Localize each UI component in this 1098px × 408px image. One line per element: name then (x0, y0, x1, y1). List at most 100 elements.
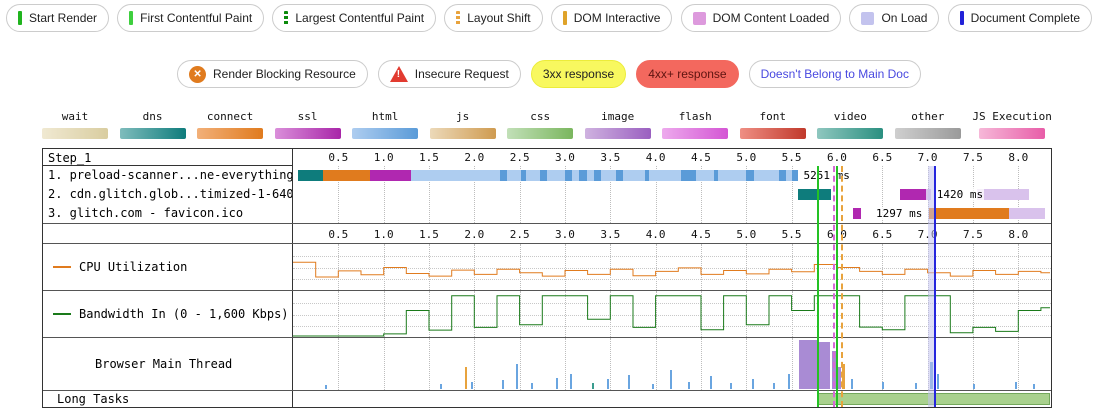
request-segment-html_dark[interactable] (539, 170, 547, 181)
request-label[interactable]: 2. cdn.glitch.glob...timized-1-640w.jpg (48, 187, 292, 201)
resource-color-bar (662, 128, 729, 139)
request-waterfall-area: 5251 ms 1420 ms 1297 ms (293, 166, 1051, 223)
legend-layout-shift: Layout Shift (444, 4, 543, 32)
resource-type-label: image (601, 110, 635, 123)
legend-4xx-response: 4xx+ response (636, 60, 739, 88)
main-thread-activity-bar (836, 367, 841, 389)
gridline-vertical (655, 244, 657, 290)
request-segment-connect[interactable] (322, 170, 371, 181)
long-tasks-label: Long Tasks (57, 392, 130, 406)
main-thread-activity-bar (324, 385, 327, 389)
legend-label: Largest Contentful Paint (295, 11, 425, 25)
gridline-horizontal (293, 255, 1051, 257)
request-row[interactable]: 1420 ms (293, 185, 1051, 204)
request-segment-image_light[interactable] (1009, 208, 1046, 219)
resource-type-label: connect (206, 110, 254, 123)
request-segment-html_dark[interactable] (593, 170, 602, 181)
legend-dom-interactive: DOM Interactive (550, 4, 673, 32)
request-label[interactable]: 3. glitch.com - favicon.ico (48, 206, 244, 220)
time-tick-label: 5.0 (736, 151, 757, 164)
request-segment-image_light[interactable] (977, 189, 1030, 200)
resource-type-other: other (894, 110, 961, 139)
gridline-vertical (746, 166, 748, 223)
resource-type-js-execution: JS Execution (972, 110, 1052, 139)
cpu-utilization-label: CPU Utilization (79, 260, 188, 274)
cpu-line-sample-icon (53, 266, 71, 268)
time-tick-label: 7.5 (963, 228, 983, 241)
main-thread-activity-bar (831, 351, 837, 389)
time-tick-label: 5.0 (736, 228, 757, 241)
request-segment-image_light[interactable] (925, 189, 932, 200)
flags-legend: ✕ Render Blocking Resource! Insecure Reque… (0, 60, 1098, 88)
gridline-vertical (474, 166, 476, 223)
bandwidth-in-label: Bandwidth In (0 - 1,600 Kbps) (79, 307, 289, 321)
main-thread-activity-bar (798, 340, 817, 389)
legend-label: Doesn't Belong to Main Doc (760, 67, 909, 81)
request-segment-html_dark[interactable] (791, 170, 798, 181)
gridline-horizontal (293, 302, 1051, 304)
gridline-vertical (746, 244, 748, 290)
gridline-vertical (655, 166, 657, 223)
solid-bar-icon (129, 11, 134, 25)
resource-type-html: html (352, 110, 419, 139)
request-segment-connect[interactable] (929, 208, 1010, 219)
request-segment-html_dark[interactable] (681, 170, 696, 181)
request-segment-html_dark[interactable] (615, 170, 623, 181)
main-thread-activity-bar (710, 376, 713, 389)
time-tick-label: 2.5 (509, 151, 530, 164)
time-tick-label: 6.5 (872, 228, 893, 241)
time-tick-label: 0.5 (328, 151, 349, 164)
main-thread-activity-bar (470, 382, 473, 389)
request-segment-dns[interactable] (797, 189, 831, 200)
request-segment-html_dark[interactable] (564, 170, 573, 181)
gridline-vertical (474, 291, 476, 337)
main-thread-activity-bar (688, 382, 691, 389)
resource-color-bar (584, 128, 651, 139)
time-tick-label: 7.0 (917, 151, 938, 164)
time-tick-label: 3.0 (555, 151, 575, 164)
gridline-vertical (882, 244, 884, 290)
request-segment-ssl[interactable] (900, 189, 926, 200)
legend-insecure-request: ! Insecure Request (377, 60, 521, 88)
request-segment-dns[interactable] (297, 170, 323, 181)
request-segment-html_dark[interactable] (521, 170, 526, 181)
request-segment-html_dark[interactable] (579, 170, 587, 181)
cpu-utilization-label-cell: CPU Utilization (43, 244, 293, 290)
browser-main-thread-chart (293, 338, 1051, 390)
gridline-vertical (564, 291, 566, 337)
resource-type-label: video (833, 110, 867, 123)
main-thread-activity-bar (670, 370, 673, 389)
gridline-horizontal (293, 279, 1051, 281)
gridline-vertical (927, 338, 929, 390)
request-segment-ssl[interactable] (853, 208, 861, 219)
legend-label: Render Blocking Resource (213, 67, 356, 81)
time-tick-label: 5.5 (781, 228, 802, 241)
bandwidth-in-chart (293, 291, 1051, 337)
request-segment-html_dark[interactable] (644, 170, 650, 181)
resource-type-label: js (456, 110, 470, 123)
gridline-vertical (746, 338, 748, 390)
request-segment-html_dark[interactable] (713, 170, 719, 181)
time-tick-label: 0.5 (328, 228, 349, 241)
request-segment-html_dark[interactable] (778, 170, 787, 181)
request-row[interactable]: 5251 ms (293, 166, 1051, 185)
legend-label: Insecure Request (414, 67, 509, 81)
gridline-vertical (882, 166, 884, 223)
request-row[interactable]: 1297 ms (293, 204, 1051, 223)
time-tick-label: 7.0 (917, 228, 938, 241)
request-segment-html_dark[interactable] (499, 170, 507, 181)
legend-largest-contentful-paint: Largest Contentful Paint (272, 4, 437, 32)
request-segment-ssl[interactable] (370, 170, 411, 181)
gridline-vertical (791, 166, 793, 223)
time-tick-label: 3.5 (600, 151, 621, 164)
resource-type-flash: flash (662, 110, 729, 139)
request-segment-html_light[interactable] (410, 170, 798, 181)
request-segment-html_dark[interactable] (746, 170, 754, 181)
legend-label: First Contentful Paint (140, 11, 253, 25)
long-tasks-label-cell: Long Tasks (43, 391, 293, 407)
legend-document-complete: Document Complete (947, 4, 1092, 32)
request-label[interactable]: 1. preload-scanner...ne-everything.html (48, 168, 292, 182)
main-thread-activity-bar (936, 374, 939, 389)
gridline-vertical (519, 166, 521, 223)
gridline-vertical (338, 291, 340, 337)
